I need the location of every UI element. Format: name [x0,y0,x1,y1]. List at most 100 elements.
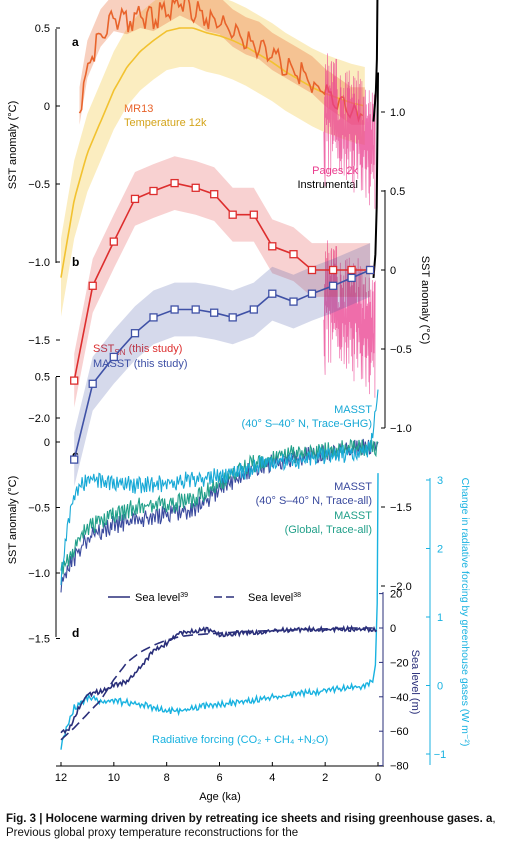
ylabel-b-right: SST anomaly (°C) [419,256,431,345]
legend-sl39-sup: 39 [180,592,188,599]
legend-sl38-text: Sea level [248,592,293,604]
pages2k-line-b [323,240,376,398]
legend-instrumental: Instrumental [297,179,358,191]
legend-pages2k: Pages 2k [312,165,358,177]
sea-level-38-line [60,627,377,741]
masst-point [307,289,317,298]
ytick-a-label: −1.5 [28,335,50,347]
ytick-sealevel-label: −20 [390,657,409,669]
sst-line [73,182,371,381]
masst-point [249,305,258,314]
legend-sl39-text: Sea level [135,592,180,604]
trace-ghg-line [60,389,379,586]
masst-point [228,313,237,322]
ytick-c-label: −1.5 [28,634,50,646]
mr13-line [78,0,364,123]
ytick-b-label: 0.5 [390,186,405,198]
ytick-c-label: 0.5 [35,372,50,384]
ytick-forcing-label: −1 [434,749,447,761]
ytick-sealevel-label: 20 [390,589,402,601]
temp12k-band [61,0,365,317]
ytick-a-label: −2.0 [28,413,50,425]
masst-point [191,305,200,314]
xtick-label: 8 [164,772,170,784]
tick-layer: 1.00.50−0.5−1.0−1.5−2.01.00.50−0.5−1.0−1… [28,23,447,784]
masst-point [149,313,158,322]
legend-mr13: MR13 [124,103,153,115]
caption-rest: , Previous global proxy temperature reco… [6,813,496,839]
panel-label-a: a [72,35,79,49]
ytick-c-label: −0.5 [28,503,50,515]
ytick-forcing-label: 3 [437,475,443,487]
ytick-b-label: −0.5 [390,344,412,356]
ytick-forcing-label: 0 [437,681,443,693]
legend-sl38-sup: 38 [293,592,301,599]
masst-point [365,265,375,275]
ytick-a-label: −1.0 [28,257,50,269]
masst-point [268,289,277,298]
xtick-label: 6 [216,772,222,784]
xtick-label: 12 [55,772,67,784]
xtick-label: 0 [375,772,381,784]
legend-trace-all-1: MASST [334,481,372,493]
legend-trace-all-2: (40° S–40° N, Trace-all) [256,495,372,507]
masst-point [109,352,118,362]
sst-point [328,265,338,275]
sst-point [289,250,298,259]
sst-band [74,156,371,408]
legend-sst: SSTSN (this study) [93,343,182,357]
legend-forcing: Radiative forcing (CO₂ + CH₄ +N₂O) [152,734,328,746]
masst-point [88,379,97,388]
masst-point [347,273,356,283]
caption-panel-a: a [485,813,493,825]
masst-line [73,269,371,460]
sst-point [210,190,219,199]
masst-point [130,329,140,338]
ylabel-c: SST anomaly (°C) [7,476,19,565]
sst-point [88,281,97,290]
legend-global-2: (Global, Trace-all) [285,524,372,536]
legend-sl39: Sea level39 [135,592,188,604]
sst-point [268,242,277,251]
legend-trace-ghg-1: MASST [334,404,372,416]
ytick-b-label: −1.5 [390,502,412,514]
legend-sst-sub: SN [114,348,125,357]
sea-level-39-line [60,624,378,735]
ytick-sealevel-label: 0 [390,623,396,635]
ylabel-d-right: Sea level (m) [409,650,421,715]
instrumental-line-a [372,0,379,122]
legend-trace-ghg-2: (40° S–40° N, Trace-GHG) [242,418,372,430]
ytick-b-label: 0 [390,265,396,277]
forcing-line [60,473,379,750]
ytick-sealevel-label: −60 [390,726,409,738]
ytick-b-label: 1.0 [390,107,405,119]
ylabel-c-right: Change in radiative forcing by greenhous… [459,478,471,747]
sst-point [130,194,140,204]
xtick-label: 4 [269,772,275,784]
masst-point [70,455,79,464]
ytick-forcing-label: 1 [437,612,443,624]
ytick-a-label: 0 [44,101,50,113]
sst-point [70,376,79,385]
masst-point [289,297,298,306]
ytick-forcing-label: 2 [437,544,443,556]
sst-point [307,265,317,275]
plot-layer [60,0,379,750]
masst-point [170,305,179,314]
legend-temp12k: Temperature 12k [124,117,207,129]
ytick-b-label: −2.0 [390,581,412,593]
ytick-c-label: 0 [44,437,50,449]
masst-point [210,308,219,317]
xlabel-d: Age (ka) [199,791,241,803]
pages2k-line-a [323,53,376,209]
legend-sl38: Sea level38 [248,592,301,604]
sst-point [170,178,179,188]
xtick-label: 2 [322,772,328,784]
sst-point [347,265,356,275]
ylabel-a: SST anomaly (°C) [7,101,19,190]
legend-sst-rest: (this study) [126,343,183,355]
ytick-sealevel-label: −80 [390,761,409,773]
ytick-c-label: −1.0 [28,568,50,580]
ytick-sealevel-label: −40 [390,692,409,704]
